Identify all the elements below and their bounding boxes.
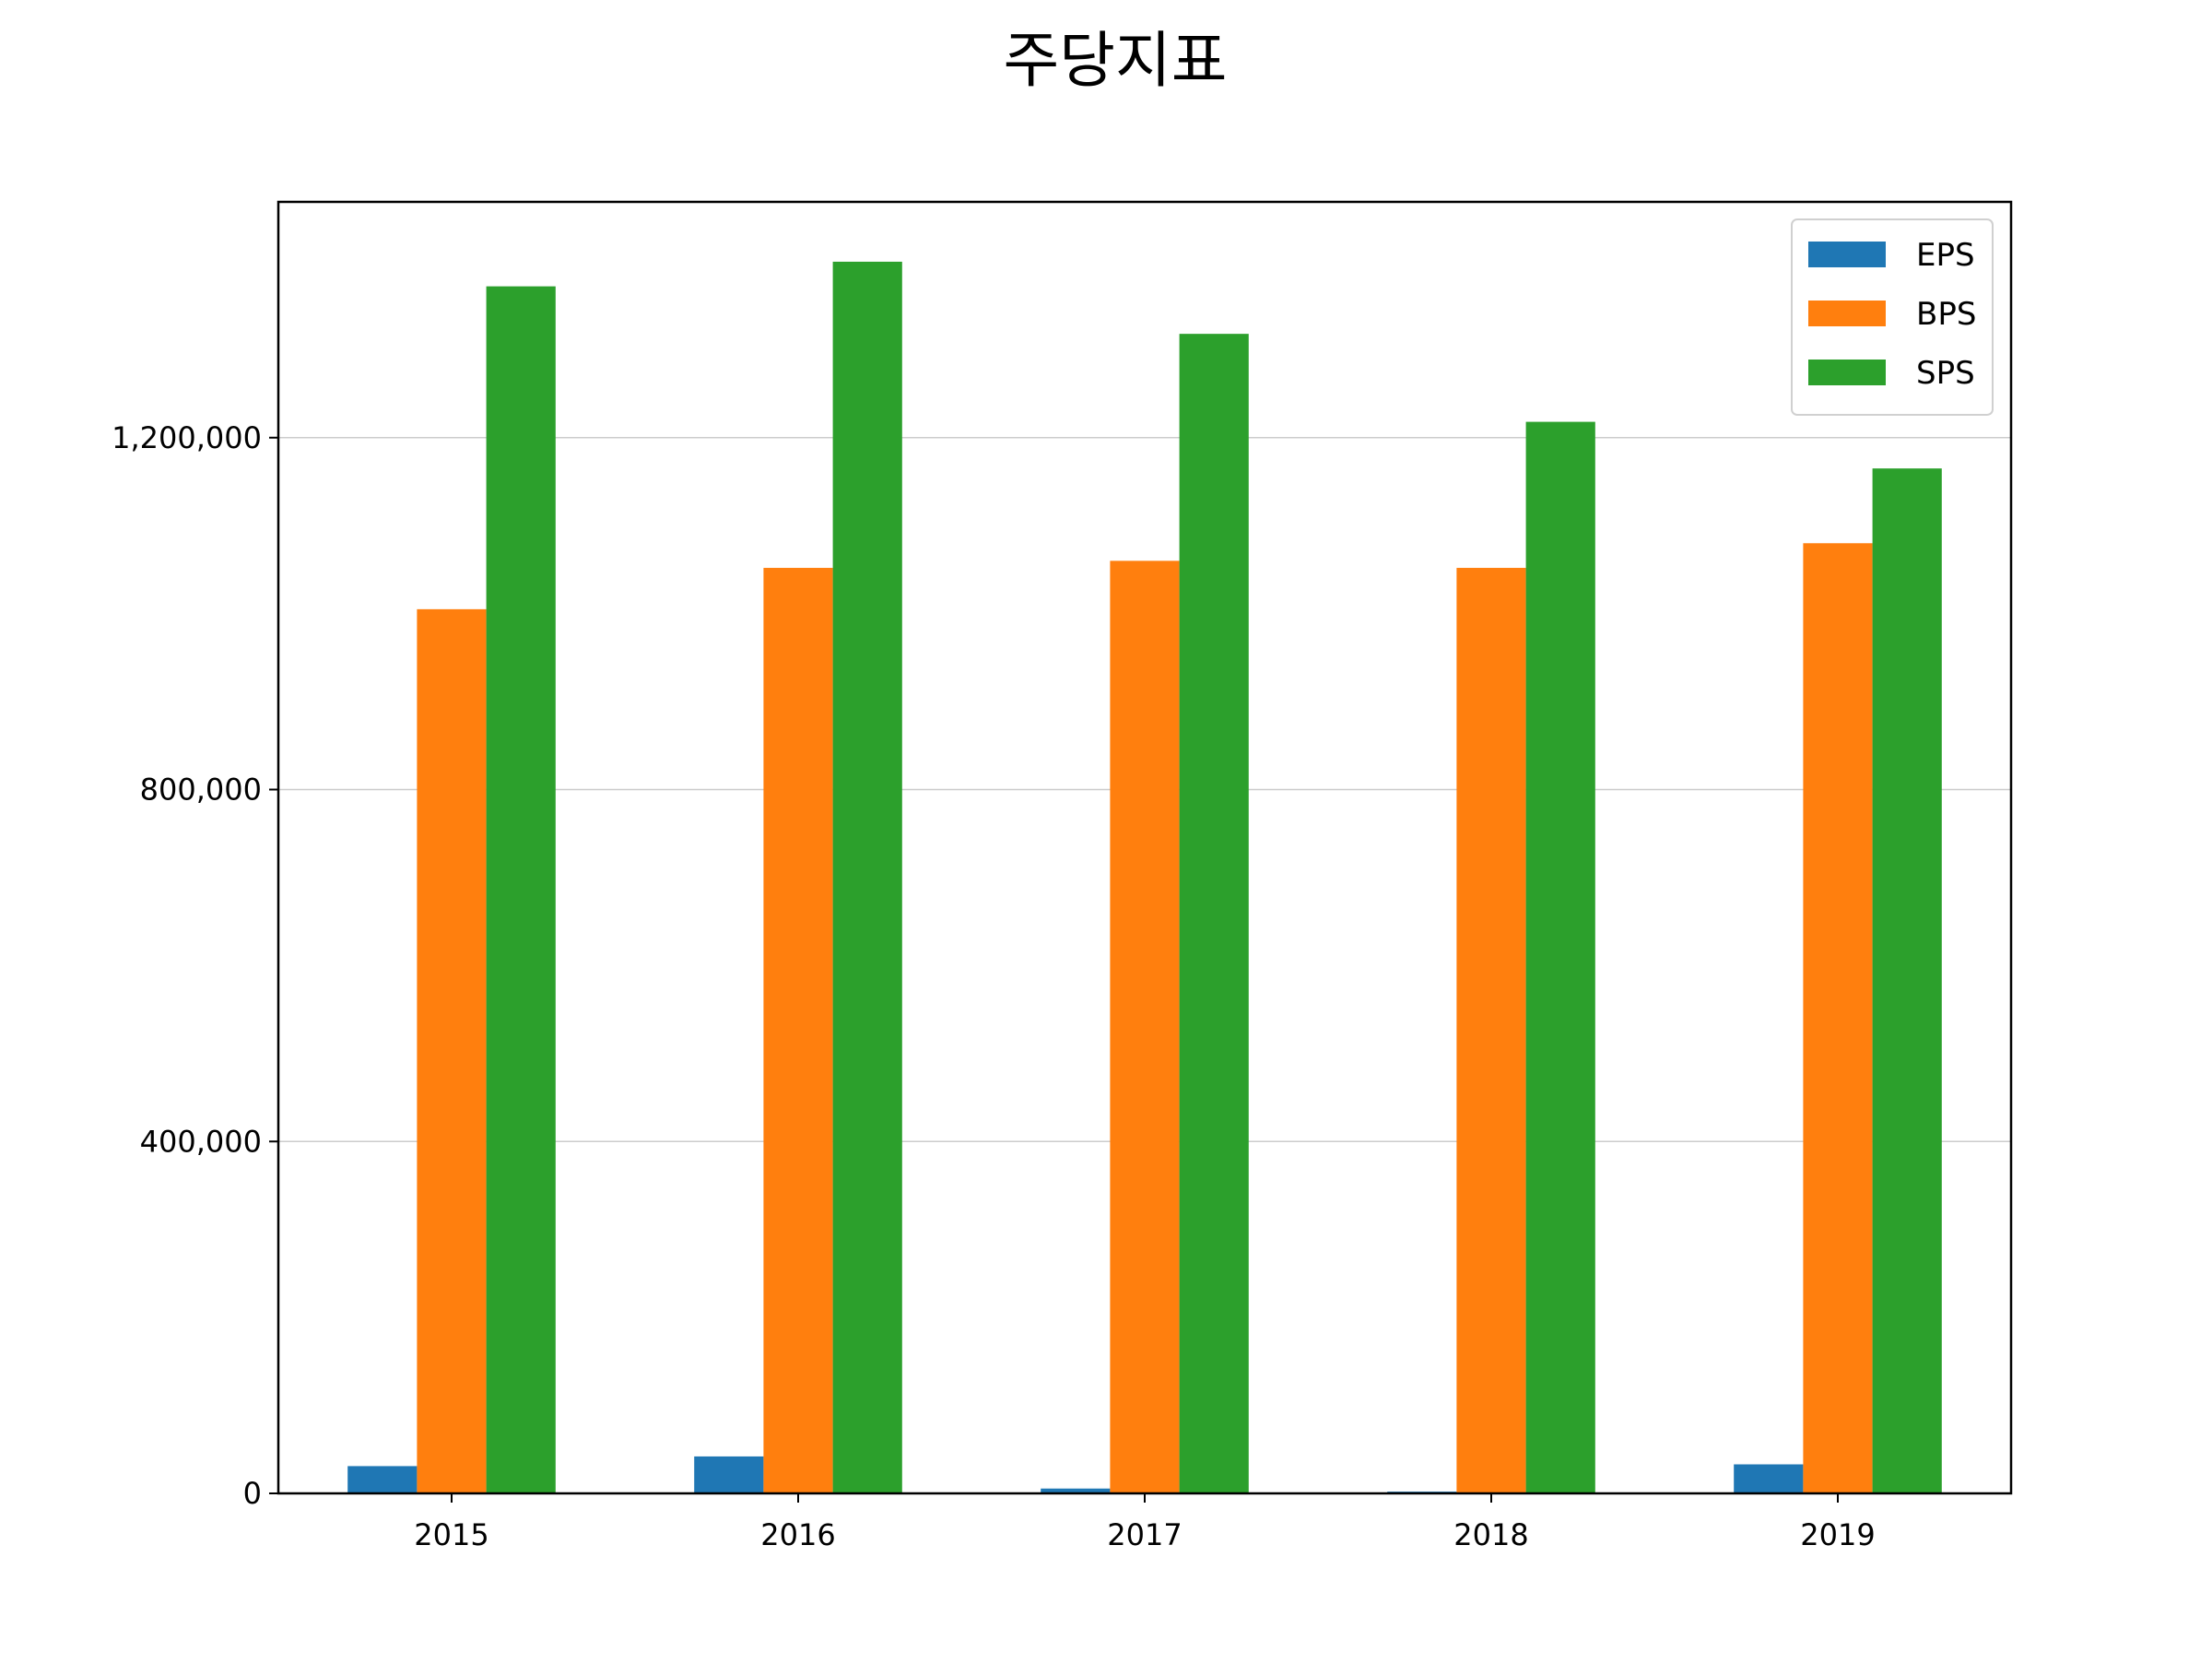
legend-label-bps: BPS — [1916, 296, 1976, 333]
bar-eps-2015 — [347, 1466, 418, 1493]
y-tick-label: 0 — [243, 1476, 262, 1511]
legend-swatch-eps — [1808, 242, 1886, 267]
x-tick-label-2019: 2019 — [1800, 1517, 1875, 1552]
plot-area: 0 400,000 800,000 1,200,000 2015 2016 2017 2018… — [112, 200, 2013, 1552]
legend-swatch-bps — [1808, 301, 1886, 326]
bar-sps-2018 — [1525, 421, 1595, 1494]
y-tick-label: 400,000 — [140, 1124, 262, 1159]
y-tick-label: 1,200,000 — [112, 420, 262, 455]
bar-bps-2016 — [763, 568, 833, 1493]
bar-bps-2019 — [1803, 543, 1873, 1494]
legend-label-eps: EPS — [1916, 237, 1975, 274]
x-tick-label-2018: 2018 — [1453, 1517, 1528, 1552]
bar-eps-2017 — [1041, 1488, 1111, 1493]
bar-sps-2019 — [1872, 468, 1942, 1493]
bar-bps-2017 — [1110, 560, 1180, 1493]
bar-sps-2015 — [486, 286, 556, 1493]
legend-label-sps: SPS — [1916, 355, 1975, 392]
bar-eps-2019 — [1734, 1464, 1804, 1493]
bar-bps-2018 — [1456, 568, 1526, 1493]
legend-swatch-sps — [1808, 360, 1886, 385]
bar-bps-2015 — [417, 608, 487, 1493]
y-tick-label: 800,000 — [140, 773, 262, 808]
bar-sps-2016 — [832, 261, 902, 1493]
x-tick-label-2017: 2017 — [1107, 1517, 1182, 1552]
x-tick-label-2015: 2015 — [414, 1517, 488, 1552]
bar-eps-2016 — [694, 1456, 764, 1493]
bar-sps-2017 — [1179, 334, 1249, 1494]
chart-title: 주당지표 — [1004, 25, 1228, 96]
x-tick-label-2016: 2016 — [760, 1517, 835, 1552]
